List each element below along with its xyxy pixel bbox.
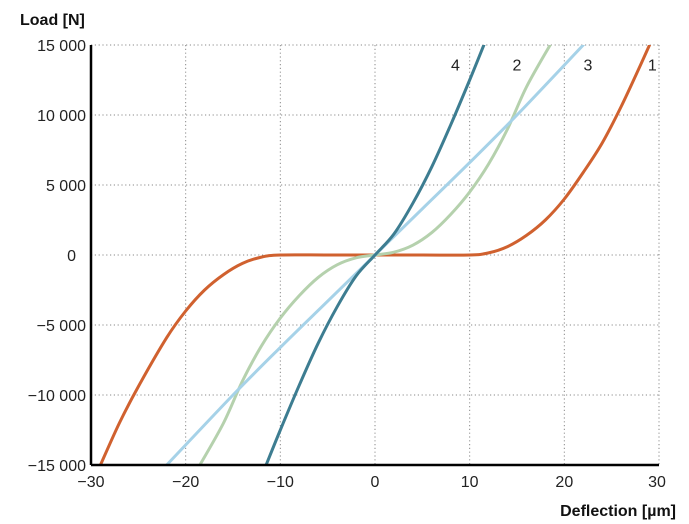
y-tick-labels: 15 000 10 000 5 000 0 −5 000 −10 000 −15 000 — [28, 38, 86, 475]
y-tick-label: −10 000 — [28, 388, 86, 405]
x-tick-label: −10 — [267, 474, 294, 491]
y-tick-label: 5 000 — [46, 178, 86, 195]
y-tick-label: −5 000 — [37, 318, 86, 335]
curve-label-3: 3 — [584, 58, 593, 75]
x-tick-label: 30 — [648, 474, 666, 491]
y-tick-label: 0 — [67, 248, 76, 265]
x-tick-label: −30 — [77, 474, 104, 491]
curve-labels: 4 2 3 1 — [451, 58, 657, 75]
curve-label-1: 1 — [648, 58, 657, 75]
curve-label-4: 4 — [451, 58, 460, 75]
y-tick-label: 15 000 — [37, 38, 86, 55]
x-tick-label: 20 — [555, 474, 573, 491]
x-tick-labels: −30 −20 −10 0 10 20 30 — [77, 474, 666, 491]
y-tick-label: 10 000 — [37, 108, 86, 125]
x-tick-label: 0 — [371, 474, 380, 491]
curve-label-2: 2 — [513, 58, 522, 75]
x-tick-label: −20 — [172, 474, 199, 491]
x-axis-title: Deflection [µm] — [560, 503, 676, 520]
y-axis-title: Load [N] — [20, 12, 85, 29]
x-tick-label: 10 — [461, 474, 479, 491]
y-tick-label: −15 000 — [28, 458, 86, 475]
